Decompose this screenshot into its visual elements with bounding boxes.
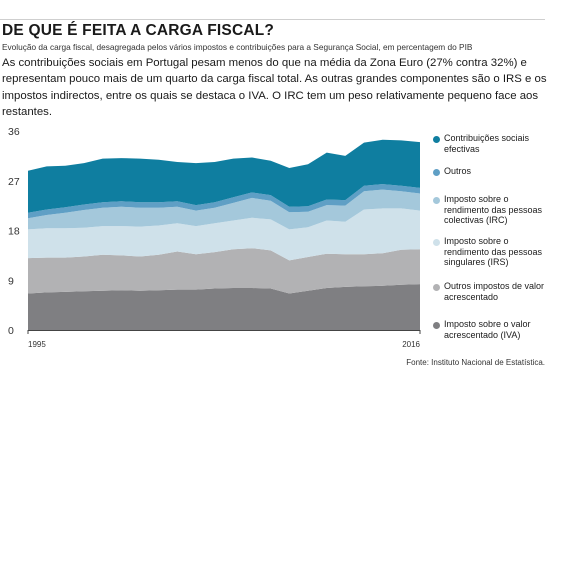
y-tick-label: 27	[8, 176, 20, 188]
area-outros_impostos	[28, 248, 420, 294]
legend-swatch	[433, 322, 440, 329]
chart-subtitle: Evolução da carga fiscal, desagregada pe…	[2, 42, 473, 52]
area-iva	[28, 284, 420, 330]
y-tick-label: 18	[8, 226, 20, 238]
legend-label: Imposto sobre o valor acrescentado (IVA)	[444, 319, 531, 340]
y-tick-label: 0	[8, 325, 14, 337]
legend-swatch	[433, 197, 440, 204]
legend-label: Imposto sobre o rendimento das pessoas s…	[444, 236, 543, 268]
legend-label: Contribuições sociais efectivas	[444, 133, 530, 154]
stacked-area-chart: 0 9 18 27 36 1995 2016	[8, 126, 421, 349]
area-irc	[28, 189, 420, 230]
legend-swatch	[433, 239, 440, 246]
legend-label: Outros impostos de valor acrescentado	[444, 281, 545, 302]
chart-description: As contribuições sociais em Portugal pes…	[2, 57, 547, 118]
legend-swatch	[433, 284, 440, 291]
y-tick-label: 9	[8, 275, 14, 287]
x-tick-label: 2016	[402, 340, 420, 349]
legend-swatch	[433, 136, 440, 143]
area-outros	[28, 184, 420, 219]
source-note: Fonte: Instituto Nacional de Estatística…	[406, 358, 545, 367]
y-tick-label: 36	[8, 126, 20, 138]
area-contribuicoes	[28, 139, 420, 213]
legend-swatch	[433, 169, 440, 176]
legend-label: Outros	[444, 166, 472, 176]
chart-title: DE QUE É FEITA A CARGA FISCAL?	[2, 22, 275, 39]
area-irs	[28, 208, 420, 261]
top-rule	[0, 19, 545, 20]
x-tick-label: 1995	[28, 340, 46, 349]
legend-label: Imposto sobre o rendimento das pessoas c…	[444, 194, 543, 226]
